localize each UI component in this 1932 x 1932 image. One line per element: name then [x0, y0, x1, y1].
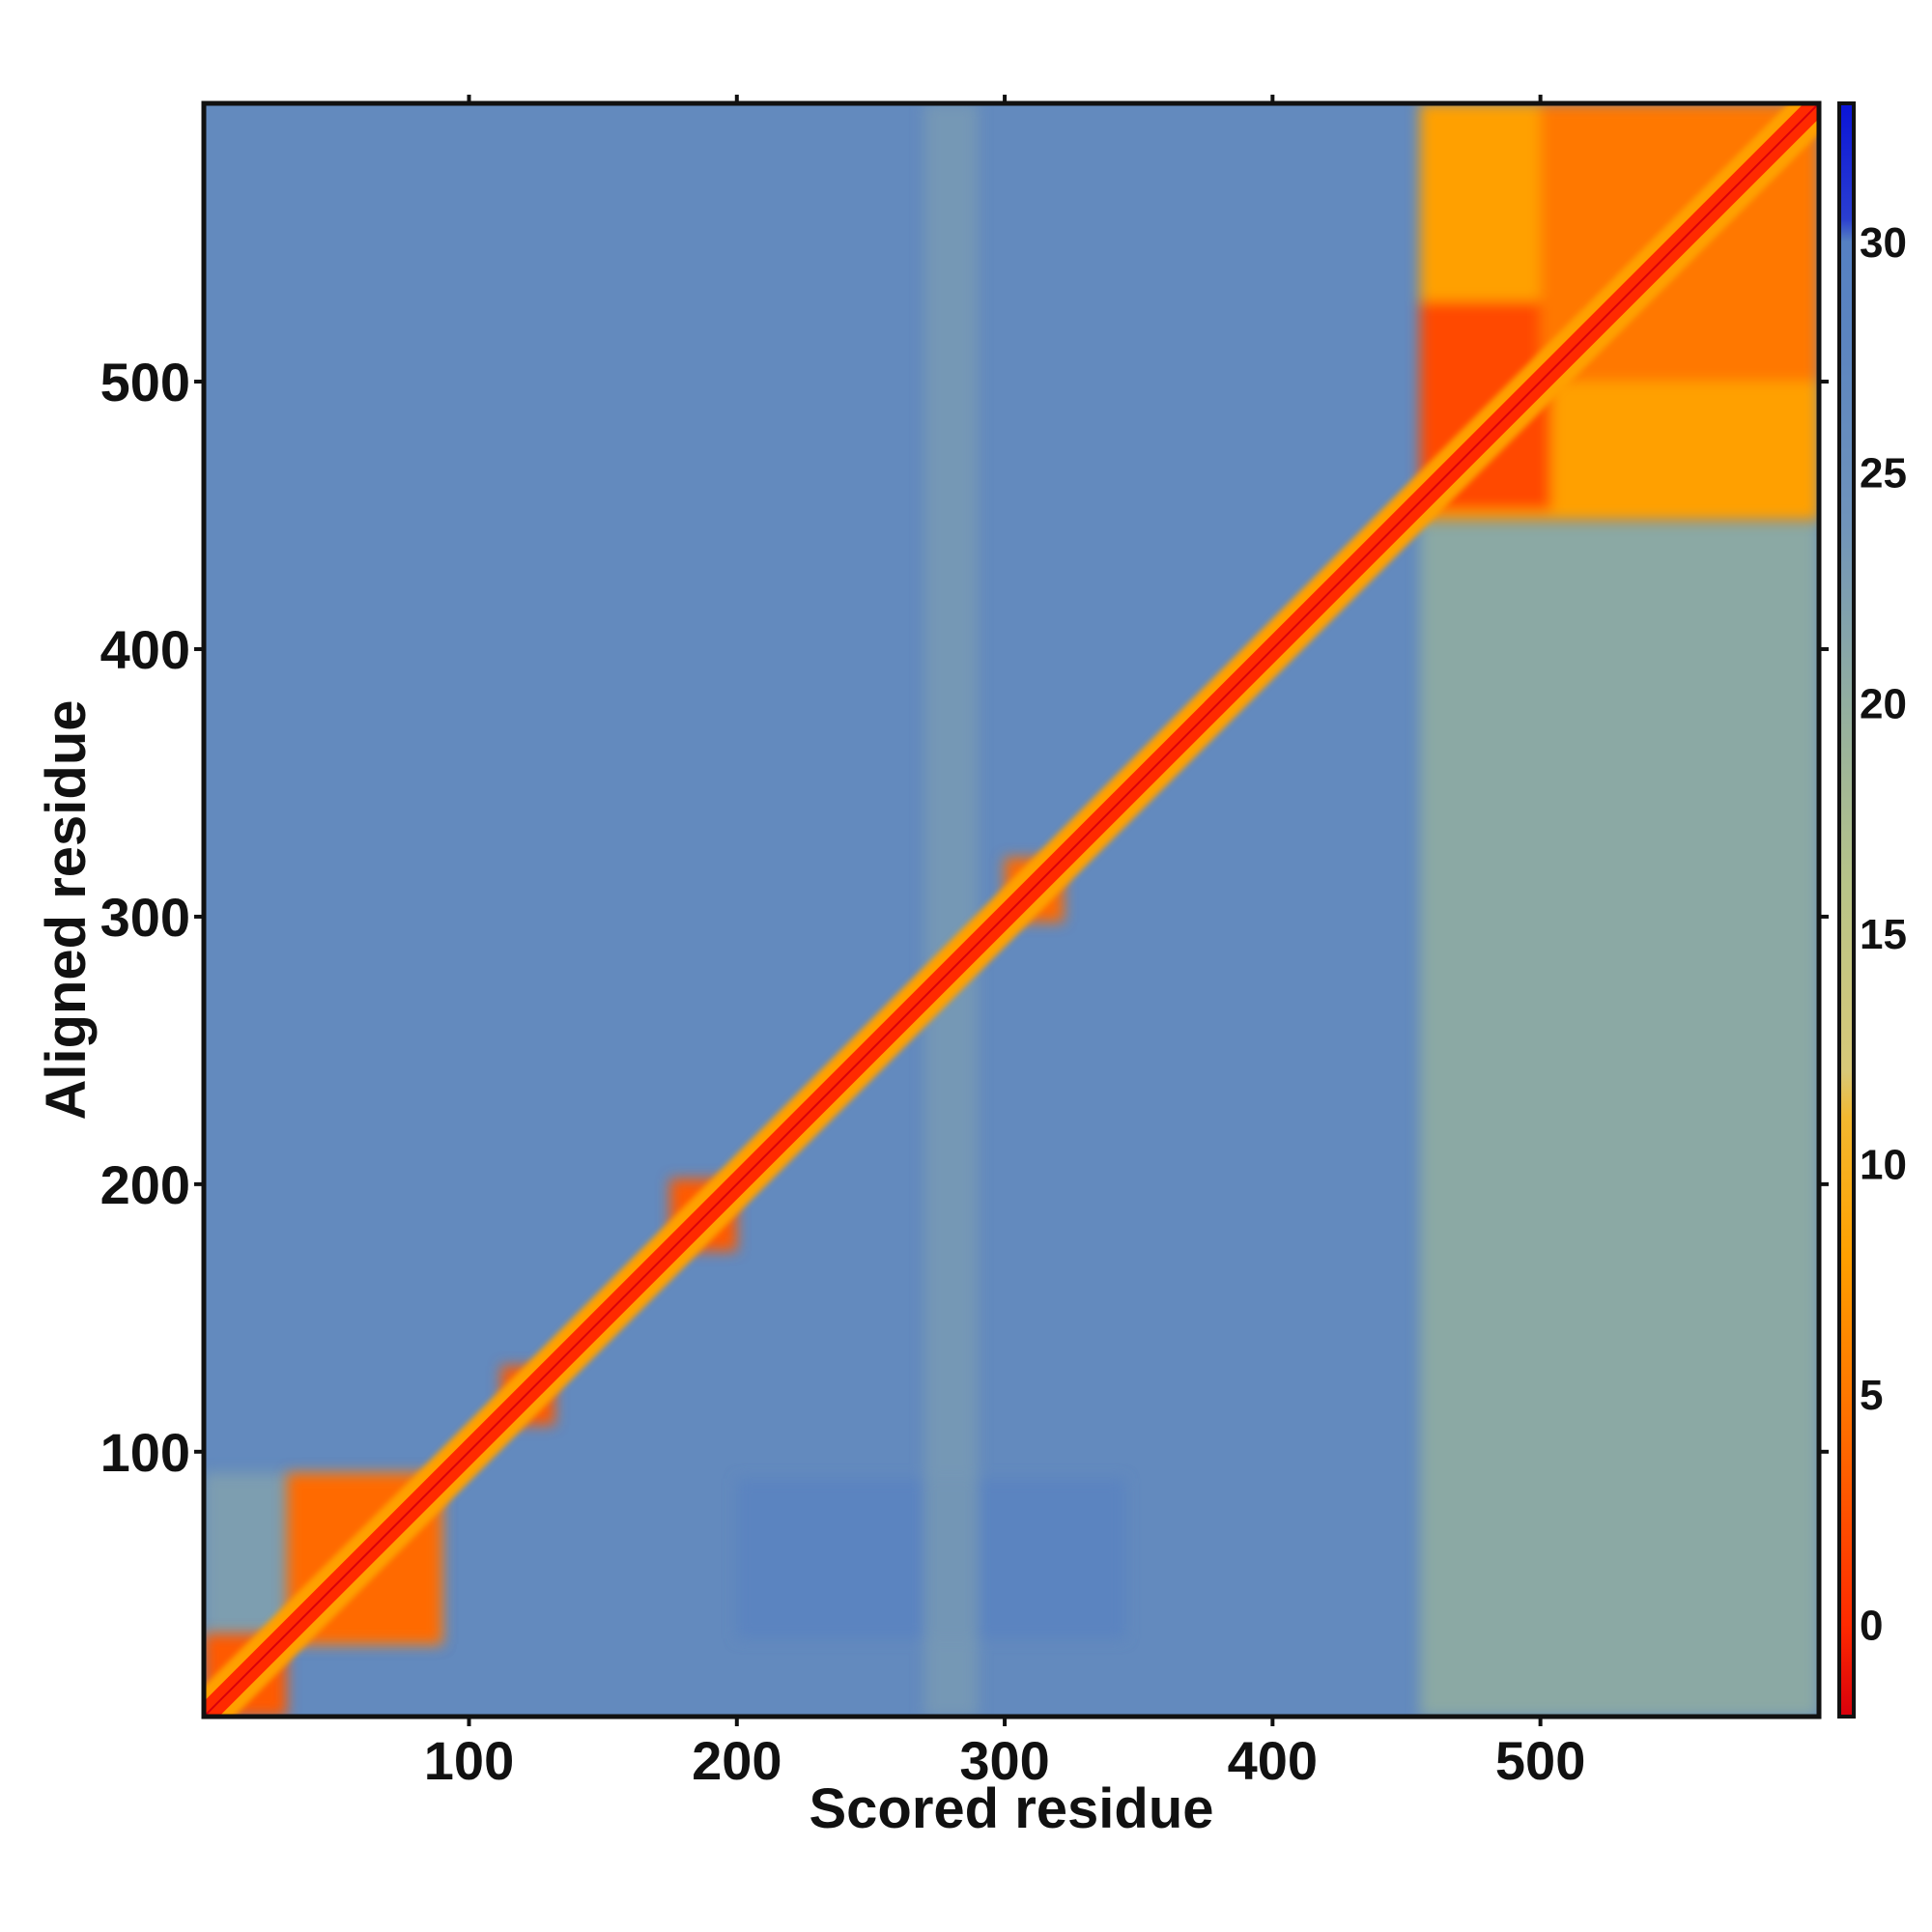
x-tick-label-4: 500	[1495, 1730, 1585, 1791]
y-axis-ticks: 100 200 300 400 500	[100, 352, 1829, 1483]
y-tick-label-0: 100	[100, 1422, 190, 1483]
heatmap-region-3	[923, 103, 979, 1717]
colorbar-bar	[1837, 101, 1856, 1719]
colorbar-tick-label-5: 25	[1860, 450, 1907, 497]
colorbar-ticks: 0 5 10 15 20 25 30	[1860, 219, 1907, 1649]
colorbar-tick-label-2: 10	[1860, 1141, 1907, 1188]
x-axis-ticks: 100 200 300 400 500	[424, 95, 1585, 1791]
heatmap-regions	[204, 103, 1819, 1717]
plot-frame	[201, 100, 1822, 1719]
colorbar-tick-label-0: 0	[1860, 1603, 1883, 1650]
colorbar-tick-label-3: 15	[1860, 911, 1907, 958]
diagonal-core	[204, 103, 1819, 1717]
heatmap-region-0	[1419, 521, 1819, 1717]
y-tick-label-3: 400	[100, 619, 190, 680]
heatmap-plot-area	[204, 103, 1819, 1717]
colorbar-tick-label-4: 20	[1860, 680, 1907, 727]
y-axis-title: Aligned residue	[35, 699, 98, 1120]
colorbar-tick-label-1: 5	[1860, 1372, 1883, 1419]
y-tick-label-4: 500	[100, 352, 190, 412]
x-tick-label-3: 400	[1228, 1730, 1318, 1791]
y-tick-label-2: 300	[100, 887, 190, 948]
x-tick-label-1: 200	[692, 1730, 781, 1791]
heatmap-diagonal	[204, 103, 1819, 1717]
colorbar-tick-label-6: 30	[1860, 219, 1907, 267]
y-tick-label-1: 200	[100, 1154, 190, 1215]
x-tick-label-0: 100	[424, 1730, 514, 1791]
x-axis-title: Scored residue	[809, 1777, 1213, 1840]
colorbar: 0 5 10 15 20 25 30	[1837, 101, 1907, 1719]
x-tick-label-2: 300	[959, 1730, 1049, 1791]
